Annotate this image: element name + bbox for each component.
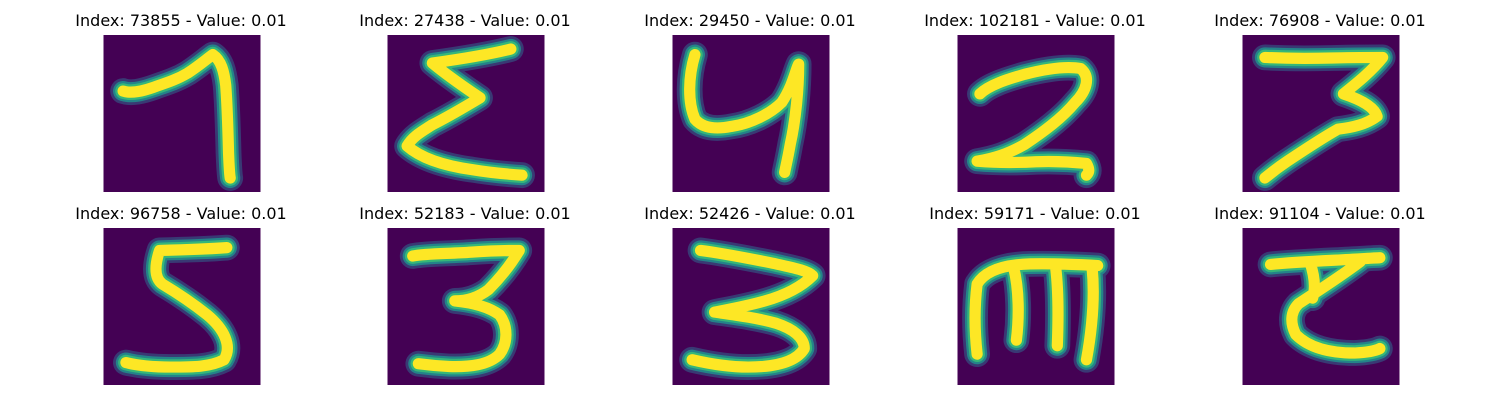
panel-4: Index: 102181 - Value: 0.01 (920, 11, 1150, 192)
digit-image-five (103, 228, 261, 385)
digit-stroke-layer-4 (1259, 51, 1389, 184)
panel-9: Index: 59171 - Value: 0.01 (920, 204, 1150, 385)
digit-image-four-open (672, 35, 830, 192)
digit-stroke-layer-4 (117, 49, 236, 184)
digit-image-two (957, 35, 1115, 192)
panel-1: Index: 73855 - Value: 0.01 (66, 11, 296, 192)
digit-image-sigma (387, 35, 545, 192)
panel-10: Index: 91104 - Value: 0.01 (1205, 204, 1435, 385)
panel-title: Index: 29450 - Value: 0.01 (644, 11, 856, 30)
digit-stroke-layer-4 (686, 244, 819, 373)
digit-stroke-layer-4 (407, 244, 525, 373)
panel-title: Index: 59171 - Value: 0.01 (929, 204, 1141, 223)
panel-title: Index: 27438 - Value: 0.01 (359, 11, 571, 30)
digit-image-three-wide (672, 228, 830, 385)
panel-5: Index: 76908 - Value: 0.01 (1205, 11, 1435, 192)
panel-title: Index: 102181 - Value: 0.01 (924, 11, 1146, 30)
panel-title: Index: 52426 - Value: 0.01 (644, 204, 856, 223)
digit-stroke-layer-4 (684, 49, 805, 178)
digit-image-m (957, 228, 1115, 385)
panel-title: Index: 91104 - Value: 0.01 (1214, 204, 1426, 223)
digit-image-c-bar (1242, 228, 1400, 385)
panel-6: Index: 96758 - Value: 0.01 (66, 204, 296, 385)
panel-title: Index: 76908 - Value: 0.01 (1214, 11, 1426, 30)
digit-image-seven-bar (1242, 35, 1400, 192)
panel-8: Index: 52426 - Value: 0.01 (635, 204, 865, 385)
panel-3: Index: 29450 - Value: 0.01 (635, 11, 865, 192)
digit-stroke-layer-4 (120, 242, 233, 373)
digit-stroke-layer-4 (401, 43, 528, 181)
panel-title: Index: 52183 - Value: 0.01 (359, 204, 571, 223)
digit-stroke-layer-4 (969, 258, 1104, 366)
panel-2: Index: 27438 - Value: 0.01 (350, 11, 580, 192)
digit-image-three (387, 228, 545, 385)
panel-title: Index: 73855 - Value: 0.01 (75, 11, 287, 30)
panel-title: Index: 96758 - Value: 0.01 (75, 204, 287, 223)
digit-stroke-layer-4 (1264, 252, 1386, 359)
digit-stroke-layer-4 (971, 61, 1095, 181)
digit-image-seven (103, 35, 261, 192)
panel-7: Index: 52183 - Value: 0.01 (350, 204, 580, 385)
